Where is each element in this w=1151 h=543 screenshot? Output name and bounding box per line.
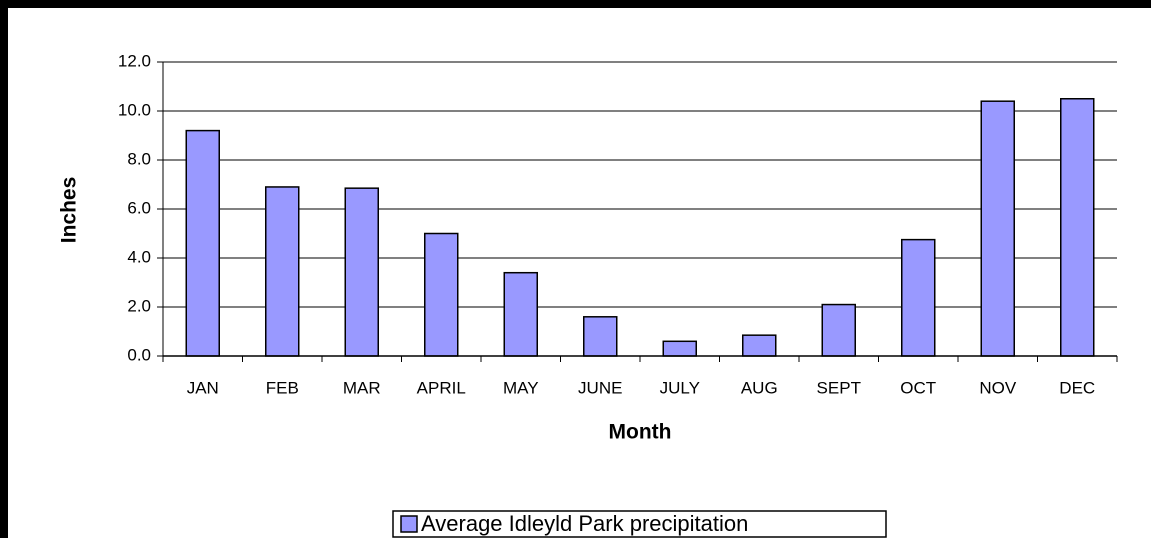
y-tick-label: 0.0 <box>127 345 151 364</box>
bar <box>424 232 459 357</box>
bar <box>1060 98 1095 357</box>
x-tick-label: JUNE <box>578 378 622 397</box>
y-axis-title: Inches <box>58 177 81 244</box>
x-tick-label: APRIL <box>417 378 466 397</box>
frame-top <box>0 0 1151 8</box>
y-tick-label: 6.0 <box>127 198 151 217</box>
bar <box>344 187 379 357</box>
bar <box>901 238 936 357</box>
y-tick-label: 8.0 <box>127 149 151 168</box>
x-tick-label: MAY <box>503 378 539 397</box>
x-axis-title: Month <box>609 421 672 444</box>
bar <box>583 316 618 357</box>
x-tick-label: MAR <box>343 378 381 397</box>
x-tick-label: JULY <box>660 378 700 397</box>
y-tick-label: 4.0 <box>127 247 151 266</box>
bar <box>503 271 538 357</box>
x-tick-label: SEPT <box>817 378 861 397</box>
x-tick-label: JAN <box>187 378 219 397</box>
x-tick-label: DEC <box>1059 378 1095 397</box>
bar <box>980 100 1015 357</box>
x-tick-label: FEB <box>266 378 299 397</box>
bar <box>265 186 300 357</box>
frame-left <box>0 0 8 538</box>
x-tick-label: NOV <box>979 378 1017 397</box>
x-tick-label: AUG <box>741 378 778 397</box>
legend-label: Average Idleyld Park precipitation <box>421 511 748 536</box>
bar <box>821 303 856 357</box>
bar <box>662 340 697 357</box>
legend-box <box>392 510 887 538</box>
y-tick-label: 2.0 <box>127 296 151 315</box>
x-tick-label: OCT <box>900 378 936 397</box>
legend-swatch <box>400 515 418 533</box>
bar <box>185 129 220 357</box>
y-tick-label: 12.0 <box>118 51 151 70</box>
y-tick-label: 10.0 <box>118 100 151 119</box>
bar <box>742 334 777 357</box>
